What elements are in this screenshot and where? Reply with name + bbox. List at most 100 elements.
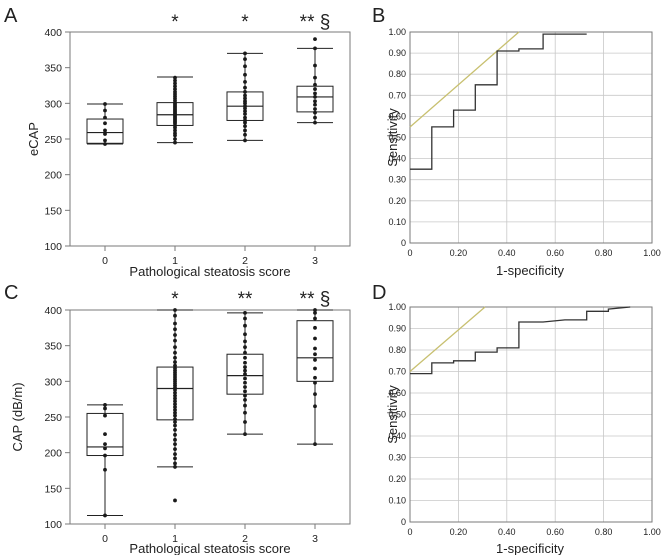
data-point xyxy=(103,142,107,146)
data-point xyxy=(313,442,317,447)
data-point xyxy=(103,432,107,437)
data-point xyxy=(173,413,177,418)
data-point xyxy=(173,390,177,395)
x-tick-label: 0 xyxy=(407,248,412,258)
y-tick-label: 0.40 xyxy=(388,154,406,164)
data-point xyxy=(313,110,317,115)
x-tick-label: 1 xyxy=(172,255,178,267)
data-point xyxy=(173,78,177,83)
x-tick-label: 0.60 xyxy=(546,248,564,258)
data-point xyxy=(173,432,177,437)
data-point xyxy=(173,396,177,401)
data-point xyxy=(173,345,177,349)
data-point xyxy=(243,345,247,349)
y-tick-label: 200 xyxy=(44,448,62,460)
data-point xyxy=(243,385,247,389)
data-point xyxy=(103,413,107,418)
data-point xyxy=(243,51,247,56)
data-point xyxy=(173,84,177,89)
significance-marker: ** § xyxy=(300,289,331,310)
data-point xyxy=(313,404,317,409)
y-tick-label: 100 xyxy=(44,519,62,531)
box-category-3 xyxy=(296,37,334,125)
x-tick-label: 0 xyxy=(407,527,412,537)
data-point xyxy=(243,138,247,143)
data-point xyxy=(243,132,247,137)
y-tick-label: 0.80 xyxy=(388,69,406,79)
data-point xyxy=(313,63,317,68)
x-tick-label: 0.40 xyxy=(498,527,516,537)
panel-label: D xyxy=(372,282,386,304)
data-point xyxy=(173,355,177,360)
data-point xyxy=(313,75,317,80)
significance-marker: ** § xyxy=(300,12,331,33)
data-point xyxy=(173,402,177,407)
data-point xyxy=(103,115,107,120)
data-point xyxy=(313,95,317,99)
x-tick-label: 2 xyxy=(242,255,248,267)
y-tick-label: 200 xyxy=(44,170,62,182)
y-tick-label: 0.40 xyxy=(388,431,406,441)
box-category-2 xyxy=(226,310,264,437)
data-point xyxy=(313,107,317,111)
y-tick-label: 0.20 xyxy=(388,196,406,206)
y-axis-label: Sensitivity xyxy=(385,108,400,167)
x-axis-label: 1-specificity xyxy=(496,541,564,555)
data-point xyxy=(173,321,177,326)
data-point xyxy=(243,432,247,437)
y-tick-label: 0.90 xyxy=(388,324,406,334)
data-point xyxy=(243,90,247,94)
data-point xyxy=(313,120,317,125)
data-point xyxy=(313,392,317,397)
y-tick-label: 0.90 xyxy=(388,48,406,58)
panel-label: A xyxy=(4,5,18,27)
data-point xyxy=(243,368,247,373)
reference-line xyxy=(409,306,486,372)
x-tick-label: 2 xyxy=(242,533,248,545)
x-tick-label: 0.80 xyxy=(595,248,613,258)
data-point xyxy=(313,37,317,42)
y-tick-label: 350 xyxy=(44,341,62,353)
data-point xyxy=(243,128,247,133)
y-tick-label: 0.50 xyxy=(388,133,406,143)
data-point xyxy=(243,96,247,101)
x-tick-label: 3 xyxy=(312,255,318,267)
x-tick-label: 0 xyxy=(102,255,108,267)
y-tick-label: 300 xyxy=(44,98,62,110)
x-tick-label: 0 xyxy=(102,533,108,545)
box-category-1 xyxy=(156,308,194,503)
panel-label: C xyxy=(4,282,18,304)
data-point xyxy=(313,336,317,341)
data-point xyxy=(173,442,177,447)
reference-line xyxy=(409,31,520,128)
data-point xyxy=(173,399,177,404)
panel-d: D 0 0.20 0.40 0.60 0.80 1.00 0 0.10 0.20 0.30 0.40 0… xyxy=(372,282,661,555)
data-point xyxy=(173,338,177,343)
x-tick-label: 0.60 xyxy=(546,527,564,537)
panel-a: A 100 150 200 250 300 350 400 0 1 * 2 * 3 ** § Patholog… xyxy=(4,5,351,279)
data-point xyxy=(313,308,317,312)
data-point xyxy=(243,85,247,90)
data-point xyxy=(243,332,247,337)
y-tick-label: 400 xyxy=(44,27,62,39)
y-tick-label: 0.70 xyxy=(388,90,406,100)
data-point xyxy=(173,423,177,428)
data-point xyxy=(243,355,247,360)
data-point xyxy=(313,380,317,385)
box-category-1 xyxy=(156,75,194,145)
y-tick-label: 300 xyxy=(44,376,62,388)
data-point xyxy=(173,366,177,371)
data-point xyxy=(103,442,107,447)
data-point xyxy=(173,137,177,141)
data-point xyxy=(243,99,247,104)
box-category-0 xyxy=(86,402,124,518)
x-tick-label: 1.00 xyxy=(643,248,661,258)
y-tick-label: 250 xyxy=(44,134,62,146)
data-point xyxy=(103,132,107,136)
significance-marker: * xyxy=(241,12,249,33)
data-point xyxy=(243,104,247,109)
y-tick-label: 150 xyxy=(44,205,62,217)
data-point xyxy=(313,358,317,362)
data-point xyxy=(173,452,177,456)
